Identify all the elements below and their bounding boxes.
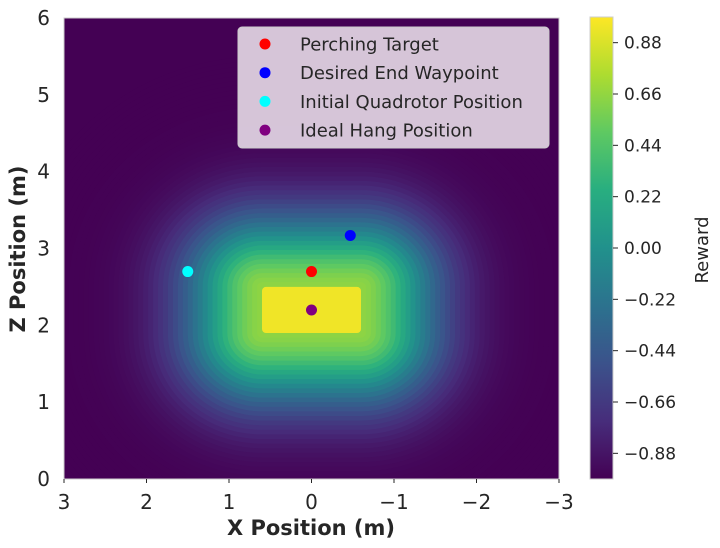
x-axis-ticks: 3 2 1 0 −1 −2 −3: [58, 479, 574, 514]
y-tick-label: 0: [37, 467, 50, 491]
legend-marker: [259, 67, 271, 79]
colorbar-tick-label: −0.22: [624, 290, 676, 310]
colorbar-tick-label: −0.88: [624, 444, 676, 464]
legend-marker: [259, 38, 271, 50]
legend-label: Ideal Hang Position: [300, 121, 473, 142]
colorbar-tick-label: −0.44: [624, 342, 676, 362]
colorbar-ticks: 0.88 0.66 0.44 0.22 0.00 −0.22 −0.44 −0.66 −0.88: [613, 34, 676, 464]
legend-marker: [259, 95, 271, 107]
colorbar-tick-label: 0.66: [624, 85, 662, 105]
x-axis-label: X Position (m): [227, 516, 395, 540]
reward-field: [64, 56, 559, 479]
x-tick-label: 0: [305, 490, 318, 514]
y-axis-ticks: 0 1 2 3 4 5 6: [37, 6, 50, 491]
y-tick-label: 3: [37, 237, 50, 261]
legend-label: Desired End Waypoint: [300, 63, 499, 84]
y-tick-label: 4: [37, 160, 50, 184]
plot-area: [64, 18, 559, 479]
ideal-hang-position-point: [306, 304, 317, 316]
x-tick-label: −3: [544, 490, 573, 514]
colorbar-tick-label: 0.22: [624, 188, 662, 208]
data-points: [182, 229, 356, 316]
x-tick-label: −1: [379, 490, 408, 514]
x-tick-label: 2: [140, 490, 153, 514]
x-tick-label: 1: [223, 490, 236, 514]
x-tick-label: −2: [462, 490, 491, 514]
x-tick-label: 3: [58, 490, 71, 514]
colorbar-tick-label: −0.66: [624, 393, 676, 413]
legend-box: [237, 26, 550, 149]
colorbar-tick-label: 0.88: [624, 34, 662, 54]
colorbar-tick-label: 0.44: [624, 136, 662, 156]
y-tick-label: 1: [37, 390, 50, 414]
perching-target-point: [306, 266, 317, 278]
colorbar-label: Reward: [692, 216, 713, 283]
colorbar-tick-label: 0.00: [624, 239, 662, 259]
colorbar-gradient: [589, 16, 614, 480]
y-tick-label: 6: [37, 6, 50, 30]
y-tick-label: 5: [37, 83, 50, 107]
y-tick-label: 2: [37, 313, 50, 337]
legend-label: Initial Quadrotor Position: [300, 92, 523, 113]
y-axis-label: Z Position (m): [6, 165, 30, 332]
desired-end-waypoint-point: [344, 229, 356, 241]
legend-label: Perching Target: [300, 35, 439, 56]
initial-quadrotor-position-point: [182, 266, 194, 278]
colorbar: 0.88 0.66 0.44 0.22 0.00 −0.22 −0.44 −0.66 −0.88…: [589, 16, 713, 480]
legend-marker: [259, 124, 271, 136]
legend: Perching Target Desired End Waypoint Initi…: [237, 26, 550, 149]
